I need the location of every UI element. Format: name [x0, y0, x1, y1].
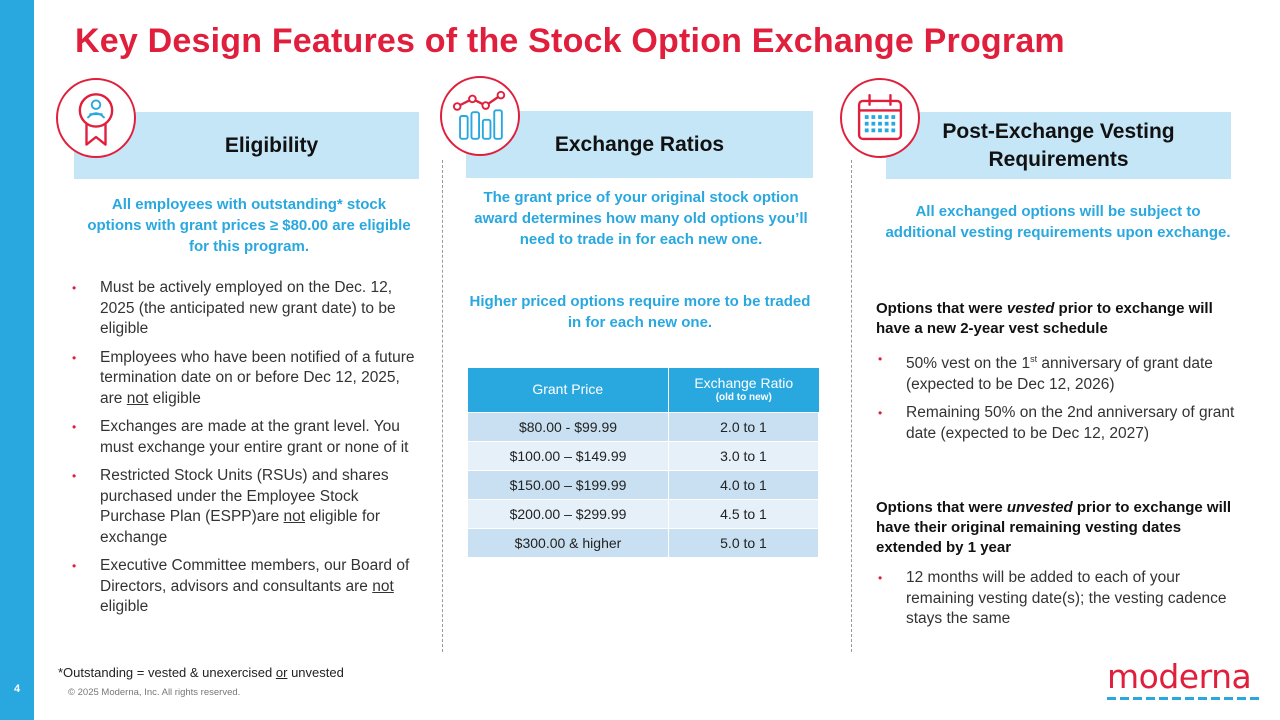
table-row: $80.00 - $99.99 2.0 to 1	[467, 411, 819, 442]
table-header-grant-price: Grant Price	[467, 368, 669, 412]
ratios-lead-2: Higher priced options require more to be…	[469, 293, 811, 331]
list-item: Restricted Stock Units (RSUs) and shares…	[70, 466, 426, 548]
column-divider	[442, 160, 443, 652]
logo-dashes	[1107, 697, 1262, 700]
footnote: *Outstanding = vested & unexercised or u…	[58, 665, 344, 680]
eligibility-header-label: Eligibility	[224, 133, 319, 157]
ratios-header-label: Exchange Ratios	[554, 132, 725, 156]
vesting-header: Post-Exchange Vesting Requirements	[886, 112, 1231, 179]
vesting-header-line2: Requirements	[988, 147, 1129, 171]
moderna-logo: moderna	[1107, 660, 1265, 704]
award-ribbon-icon	[56, 78, 136, 158]
list-item: Remaining 50% on the 2nd anniversary of …	[876, 403, 1240, 444]
list-item: Employees who have been notified of a fu…	[70, 348, 426, 410]
table-row: $300.00 & higher 5.0 to 1	[467, 527, 819, 558]
table-row: $100.00 – $149.99 3.0 to 1	[467, 440, 819, 471]
list-item: Executive Committee members, our Board o…	[70, 556, 426, 618]
ratios-lead: The grant price of your original stock o…	[474, 189, 808, 248]
exchange-ratio-table: Grant Price Exchange Ratio (old to new) …	[467, 368, 819, 558]
unvested-subhead: Options that were unvested prior to exch…	[876, 499, 1232, 556]
copyright: © 2025 Moderna, Inc. All rights reserved…	[68, 687, 241, 698]
table-header-exchange-ratio: Exchange Ratio (old to new)	[668, 368, 819, 412]
vesting-lead: All exchanged options will be subject to…	[885, 203, 1231, 241]
logo-text: moderna	[1107, 657, 1252, 696]
vested-subhead: Options that were vested prior to exchan…	[876, 300, 1213, 337]
list-item: Must be actively employed on the Dec. 12…	[70, 278, 426, 340]
unvested-bullets: 12 months will be added to each of your …	[876, 568, 1240, 638]
ratios-header: Exchange Ratios	[466, 111, 813, 178]
page-title: Key Design Features of the Stock Option …	[75, 22, 1065, 60]
list-item: 12 months will be added to each of your …	[876, 568, 1240, 630]
left-accent-bar	[0, 0, 34, 720]
eligibility-lead: All employees with outstanding* stock op…	[87, 196, 411, 255]
vesting-header-line1: Post-Exchange Vesting	[942, 119, 1175, 143]
table-row: $200.00 – $299.99 4.5 to 1	[467, 498, 819, 529]
list-item: 50% vest on the 1st anniversary of grant…	[876, 349, 1240, 395]
table-row: $150.00 – $199.99 4.0 to 1	[467, 469, 819, 500]
bar-chart-icon	[440, 76, 520, 156]
column-divider	[851, 160, 852, 652]
list-item: Exchanges are made at the grant level. Y…	[70, 417, 426, 458]
calendar-icon	[840, 78, 920, 158]
page-number: 4	[13, 683, 21, 695]
eligibility-bullets: Must be actively employed on the Dec. 12…	[70, 278, 426, 626]
vested-bullets: 50% vest on the 1st anniversary of grant…	[876, 349, 1240, 452]
